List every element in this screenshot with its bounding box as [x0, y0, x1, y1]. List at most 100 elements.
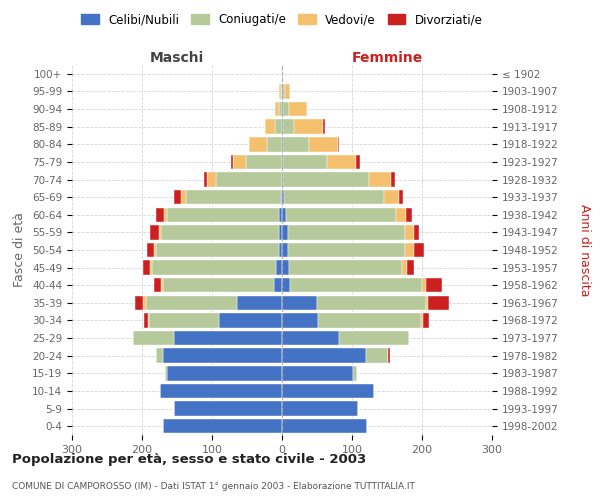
Bar	[275, 102, 278, 117]
Bar	[421, 314, 424, 328]
Bar	[160, 384, 282, 398]
Bar	[266, 137, 282, 152]
Bar	[287, 243, 405, 257]
Bar	[167, 366, 282, 380]
Bar	[173, 190, 181, 204]
Bar	[405, 225, 413, 240]
Bar	[133, 331, 173, 345]
Bar	[391, 172, 395, 186]
Bar	[422, 278, 426, 292]
Bar	[407, 260, 413, 275]
Bar	[275, 120, 282, 134]
Bar	[143, 260, 150, 275]
Bar	[278, 208, 282, 222]
Bar	[282, 419, 367, 434]
Bar	[148, 314, 149, 328]
Bar	[163, 278, 274, 292]
Bar	[282, 225, 287, 240]
Bar	[147, 243, 154, 257]
Bar	[277, 260, 282, 275]
Bar	[154, 278, 161, 292]
Bar	[406, 208, 412, 222]
Bar	[284, 190, 383, 204]
Bar	[366, 348, 388, 363]
Bar	[283, 172, 369, 186]
Bar	[282, 172, 283, 186]
Bar	[428, 296, 449, 310]
Bar	[215, 172, 282, 186]
Bar	[161, 225, 278, 240]
Bar	[289, 102, 307, 117]
Bar	[283, 154, 327, 169]
Bar	[164, 208, 167, 222]
Bar	[338, 137, 340, 152]
Bar	[167, 208, 278, 222]
Bar	[319, 314, 421, 328]
Bar	[405, 243, 413, 257]
Bar	[283, 137, 308, 152]
Bar	[159, 225, 161, 240]
Bar	[286, 208, 396, 222]
Bar	[369, 172, 391, 186]
Bar	[279, 84, 281, 98]
Bar	[282, 120, 283, 134]
Bar	[353, 366, 357, 380]
Bar	[426, 278, 442, 292]
Bar	[283, 120, 294, 134]
Legend: Celibi/Nubili, Coniugati/e, Vedovi/e, Divorziati/e: Celibi/Nubili, Coniugati/e, Vedovi/e, Di…	[77, 8, 487, 31]
Bar	[281, 84, 282, 98]
Bar	[388, 348, 390, 363]
Bar	[282, 331, 340, 345]
Bar	[278, 225, 282, 240]
Bar	[399, 190, 403, 204]
Bar	[282, 66, 283, 81]
Bar	[285, 84, 290, 98]
Bar	[287, 225, 405, 240]
Y-axis label: Fasce di età: Fasce di età	[13, 212, 26, 288]
Bar	[294, 120, 323, 134]
Bar	[203, 172, 207, 186]
Bar	[282, 296, 317, 310]
Bar	[249, 137, 266, 152]
Bar	[282, 190, 284, 204]
Text: Maschi: Maschi	[150, 51, 204, 65]
Bar	[282, 102, 283, 117]
Bar	[283, 84, 285, 98]
Bar	[161, 278, 163, 292]
Bar	[151, 225, 159, 240]
Bar	[233, 154, 245, 169]
Bar	[424, 314, 429, 328]
Bar	[282, 84, 283, 98]
Bar	[282, 384, 374, 398]
Bar	[282, 402, 358, 416]
Bar	[282, 314, 319, 328]
Bar	[186, 190, 281, 204]
Bar	[150, 260, 152, 275]
Bar	[396, 208, 406, 222]
Bar	[283, 102, 289, 117]
Bar	[274, 278, 282, 292]
Bar	[231, 154, 233, 169]
Bar	[163, 419, 282, 434]
Bar	[317, 296, 425, 310]
Bar	[207, 172, 215, 186]
Bar	[146, 296, 236, 310]
Bar	[173, 402, 282, 416]
Bar	[156, 348, 163, 363]
Bar	[181, 190, 186, 204]
Text: Popolazione per età, sesso e stato civile - 2003: Popolazione per età, sesso e stato civil…	[12, 452, 366, 466]
Bar	[308, 137, 338, 152]
Bar	[425, 296, 428, 310]
Bar	[149, 314, 219, 328]
Text: Femmine: Femmine	[352, 51, 422, 65]
Bar	[265, 120, 275, 134]
Bar	[143, 296, 146, 310]
Bar	[282, 154, 283, 169]
Bar	[282, 208, 286, 222]
Bar	[219, 314, 282, 328]
Bar	[413, 243, 424, 257]
Bar	[278, 102, 282, 117]
Bar	[156, 208, 164, 222]
Bar	[383, 190, 399, 204]
Bar	[173, 331, 282, 345]
